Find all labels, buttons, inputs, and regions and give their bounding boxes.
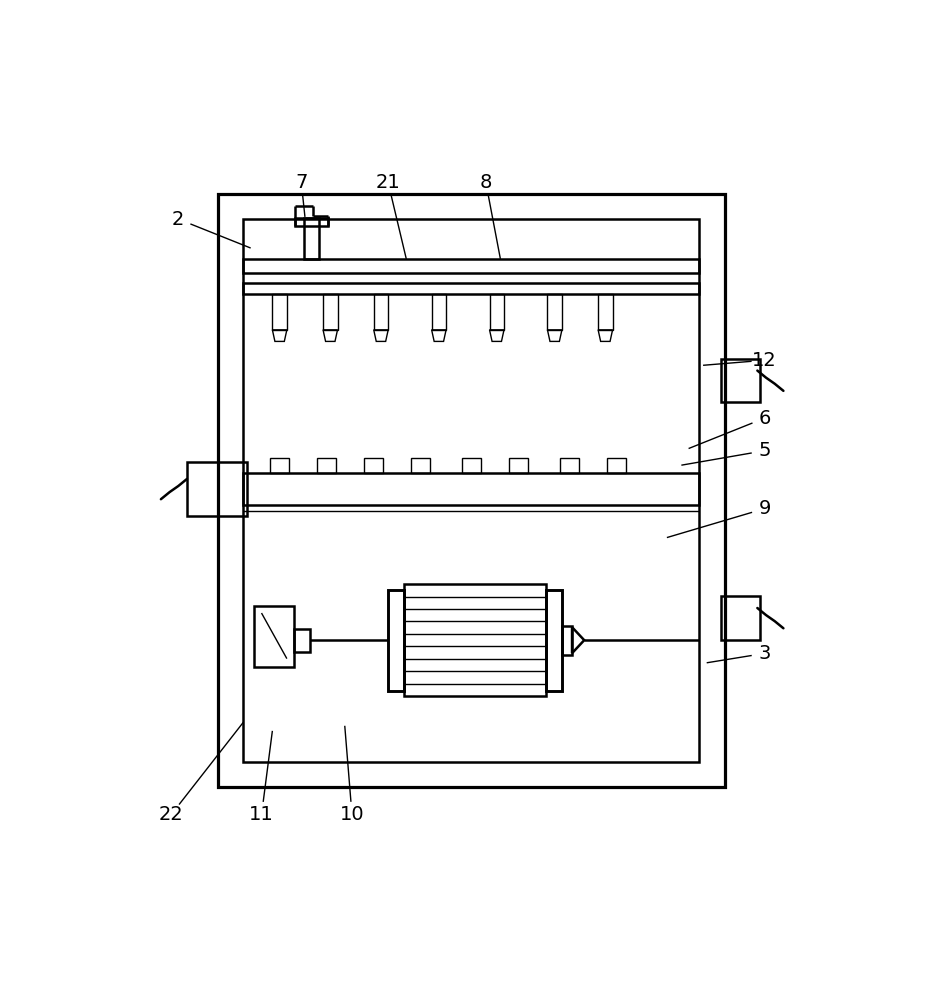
Bar — [489, 294, 504, 330]
Text: 7: 7 — [295, 173, 307, 192]
Bar — [219, 194, 725, 787]
Bar — [562, 626, 572, 655]
Text: 9: 9 — [758, 499, 771, 518]
Bar — [318, 458, 336, 473]
Bar — [432, 294, 446, 330]
Bar — [374, 294, 389, 330]
Bar — [559, 458, 578, 473]
Bar — [254, 606, 294, 667]
Text: 12: 12 — [752, 351, 777, 370]
Bar — [411, 458, 431, 473]
Bar — [244, 259, 700, 273]
Bar — [509, 458, 528, 473]
Text: 10: 10 — [340, 805, 364, 824]
Text: 8: 8 — [480, 173, 492, 192]
Bar — [304, 218, 319, 259]
Bar — [323, 294, 337, 330]
Bar — [244, 473, 700, 505]
Bar — [364, 458, 383, 473]
Bar — [721, 359, 759, 402]
Text: 2: 2 — [172, 210, 184, 229]
Bar — [404, 584, 546, 696]
Bar — [244, 219, 700, 762]
Text: 3: 3 — [758, 644, 771, 663]
Text: 22: 22 — [159, 805, 183, 824]
Bar — [295, 218, 328, 226]
Text: 5: 5 — [758, 441, 771, 460]
Bar — [547, 294, 562, 330]
Bar — [607, 458, 626, 473]
Text: 6: 6 — [758, 409, 771, 428]
Bar — [270, 458, 289, 473]
Bar — [546, 590, 562, 691]
Bar — [187, 462, 248, 516]
Text: 11: 11 — [249, 805, 274, 824]
Bar — [721, 596, 759, 640]
Bar — [462, 458, 481, 473]
Bar — [389, 590, 404, 691]
Bar — [244, 283, 700, 294]
Text: 21: 21 — [375, 173, 401, 192]
Bar — [294, 629, 310, 652]
Bar — [598, 294, 613, 330]
Bar — [273, 294, 287, 330]
